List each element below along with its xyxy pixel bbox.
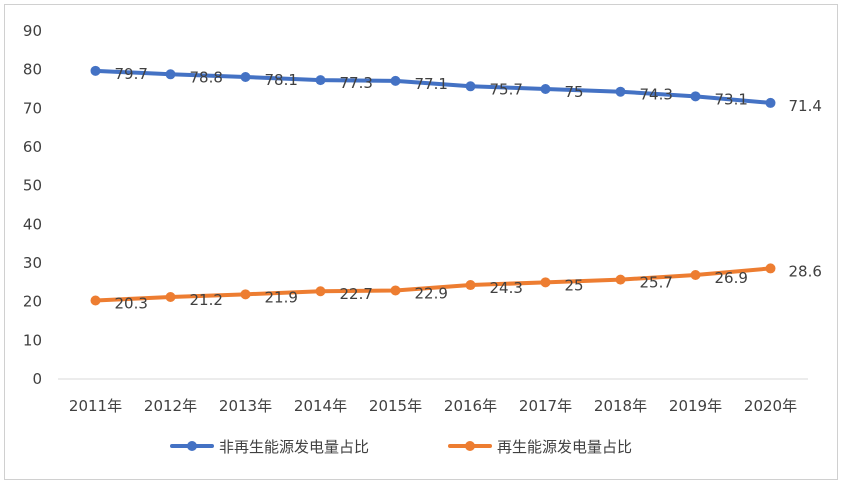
- data-label: 75: [565, 83, 584, 101]
- data-point: [615, 86, 626, 97]
- data-point: [390, 75, 401, 86]
- legend-label: 非再生能源发电量占比: [219, 438, 369, 456]
- data-label: 74.3: [640, 86, 673, 104]
- x-tick-label: 2015年: [369, 397, 422, 415]
- y-tick-label: 0: [32, 370, 42, 388]
- data-point: [540, 277, 551, 288]
- data-label: 73.1: [715, 90, 748, 108]
- legend-swatch-marker: [187, 441, 197, 451]
- data-point: [315, 286, 326, 297]
- legend-label: 再生能源发电量占比: [497, 438, 632, 456]
- data-label: 77.1: [415, 75, 448, 93]
- data-point: [465, 81, 476, 92]
- data-label: 21.9: [265, 288, 298, 306]
- y-axis-ticks: 0 10 20 30 40 50 60 70 80 90: [23, 22, 42, 388]
- data-point: [540, 84, 551, 94]
- y-tick-label: 10: [23, 331, 42, 349]
- x-tick-label: 2020年: [744, 397, 797, 415]
- x-tick-label: 2011年: [69, 397, 122, 415]
- y-tick-label: 20: [23, 293, 42, 311]
- series-layer: [90, 65, 776, 306]
- data-point: [390, 285, 401, 296]
- series-line: [93, 266, 773, 303]
- data-label: 78.1: [265, 71, 298, 89]
- data-label: 21.2: [190, 291, 223, 309]
- data-label: 79.7: [115, 65, 148, 83]
- data-label: 26.9: [715, 269, 748, 287]
- data-point: [240, 289, 251, 300]
- data-point: [240, 72, 251, 83]
- data-label: 78.8: [190, 68, 223, 86]
- x-tick-label: 2013年: [219, 397, 272, 415]
- y-tick-label: 40: [23, 215, 42, 233]
- series-line: [93, 68, 773, 105]
- data-point: [465, 280, 476, 291]
- data-label: 25.7: [640, 274, 673, 292]
- legend-swatch-marker: [465, 441, 475, 451]
- data-point: [765, 263, 776, 274]
- data-label: 75.7: [490, 80, 523, 98]
- x-tick-label: 2016年: [444, 397, 497, 415]
- data-point: [165, 292, 176, 303]
- data-label: 22.9: [415, 284, 448, 302]
- data-labels: 79.7 78.8 78.1 77.3 77.1 75.7 75 74.3 73.1 71.4 20…: [115, 65, 822, 313]
- data-point: [615, 274, 626, 285]
- x-tick-label: 2019年: [669, 397, 722, 415]
- data-point: [690, 269, 701, 280]
- y-tick-label: 60: [23, 138, 42, 156]
- data-point: [315, 75, 326, 86]
- data-label: 22.7: [340, 285, 373, 303]
- y-tick-label: 50: [23, 177, 42, 195]
- data-label: 71.4: [789, 97, 822, 115]
- x-tick-label: 2012年: [144, 397, 197, 415]
- data-point: [90, 65, 101, 76]
- data-label: 20.3: [115, 295, 148, 313]
- y-tick-label: 70: [23, 99, 42, 117]
- x-axis-ticks: 2011年 2012年 2013年 2014年 2015年 2016年 2017年 2018年…: [69, 397, 797, 415]
- data-point: [90, 295, 101, 306]
- x-tick-label: 2018年: [594, 397, 647, 415]
- data-label: 25: [565, 276, 584, 294]
- x-tick-label: 2014年: [294, 397, 347, 415]
- data-point: [165, 69, 176, 80]
- data-label: 24.3: [490, 279, 523, 297]
- y-tick-label: 90: [23, 22, 42, 40]
- data-label: 28.6: [789, 262, 822, 280]
- x-tick-label: 2017年: [519, 397, 572, 415]
- y-tick-label: 80: [23, 61, 42, 79]
- data-point: [765, 97, 776, 108]
- data-point: [690, 91, 701, 102]
- y-tick-label: 30: [23, 254, 42, 272]
- legend: 非再生能源发电量占比 再生能源发电量占比: [170, 438, 632, 456]
- data-label: 77.3: [340, 74, 373, 92]
